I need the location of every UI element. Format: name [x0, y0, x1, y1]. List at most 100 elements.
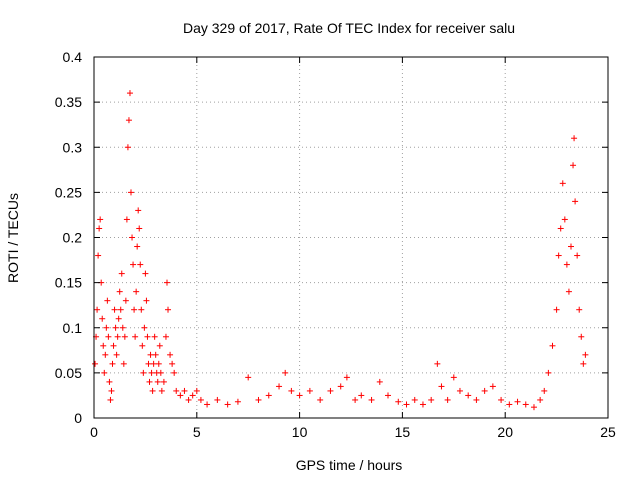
data-point [141, 324, 148, 331]
data-point [514, 398, 521, 405]
data-point [563, 261, 570, 268]
data-point [306, 387, 313, 394]
data-point [171, 369, 178, 376]
data-point [169, 360, 176, 367]
data-point [276, 383, 283, 390]
data-point [419, 401, 426, 408]
y-tick-label: 0.4 [63, 49, 83, 65]
data-point [109, 360, 116, 367]
x-axis-label: GPS time / hours [296, 457, 403, 473]
data-point [92, 360, 99, 367]
data-point [145, 360, 152, 367]
data-point [158, 387, 165, 394]
data-point [133, 288, 140, 295]
data-point [567, 243, 574, 250]
y-tick-label: 0 [74, 410, 82, 426]
data-point [561, 216, 568, 223]
data-point [473, 396, 480, 403]
data-point [352, 396, 359, 403]
data-point [160, 378, 167, 385]
data-point [265, 392, 272, 399]
data-point [317, 396, 324, 403]
x-tick-label: 5 [193, 424, 201, 440]
data-point [571, 135, 578, 142]
data-point [116, 288, 123, 295]
data-point [121, 333, 128, 340]
data-point [107, 396, 114, 403]
data-point [94, 306, 101, 313]
data-point [456, 387, 463, 394]
data-point [549, 342, 556, 349]
data-point [489, 383, 496, 390]
data-point [572, 198, 579, 205]
data-point [138, 306, 145, 313]
data-point [95, 252, 102, 259]
data-point [481, 387, 488, 394]
data-point [162, 333, 169, 340]
data-point [149, 387, 156, 394]
data-point [97, 216, 104, 223]
data-point [147, 351, 154, 358]
y-tick-label: 0.35 [55, 94, 82, 110]
data-point [146, 378, 153, 385]
data-point [337, 383, 344, 390]
data-point [537, 396, 544, 403]
data-point [103, 324, 110, 331]
data-point [214, 396, 221, 403]
data-point [580, 360, 587, 367]
x-tick-label: 0 [90, 424, 98, 440]
data-point [506, 401, 513, 408]
data-point [465, 392, 472, 399]
data-point [553, 306, 560, 313]
x-tick-label: 10 [292, 424, 308, 440]
y-tick-label: 0.1 [63, 320, 83, 336]
data-point [105, 333, 112, 340]
data-point [123, 216, 130, 223]
data-point [144, 333, 151, 340]
data-point [578, 333, 585, 340]
data-point [327, 387, 334, 394]
data-point [541, 387, 548, 394]
data-point [189, 392, 196, 399]
data-point [288, 387, 295, 394]
data-point [498, 396, 505, 403]
y-tick-label: 0.3 [63, 139, 83, 155]
data-point [185, 396, 192, 403]
data-point [438, 383, 445, 390]
data-point [570, 162, 577, 169]
y-axis-ticks: 0 0.05 0.1 0.15 0.2 0.25 0.3 0.35 0.4 [55, 49, 608, 426]
data-point [234, 398, 241, 405]
data-point [131, 306, 138, 313]
data-point [114, 333, 121, 340]
data-point [110, 342, 117, 349]
data-point [137, 261, 144, 268]
data-point [156, 342, 163, 349]
data-point [385, 392, 392, 399]
data-point [204, 401, 211, 408]
data-point [134, 243, 141, 250]
data-point [124, 144, 131, 151]
data-point [101, 369, 108, 376]
data-point [193, 387, 200, 394]
data-point [126, 90, 133, 97]
data-point [224, 401, 231, 408]
data-point [151, 333, 158, 340]
data-point [434, 360, 441, 367]
data-point [545, 369, 552, 376]
data-point [113, 351, 120, 358]
data-point [125, 117, 132, 124]
data-point [368, 396, 375, 403]
y-tick-label: 0.15 [55, 275, 82, 291]
data-point [245, 374, 252, 381]
x-tick-label: 15 [395, 424, 411, 440]
data-point [181, 387, 188, 394]
data-point [582, 351, 589, 358]
data-point [119, 324, 126, 331]
data-point [111, 306, 118, 313]
data-point [154, 378, 161, 385]
data-point [152, 351, 159, 358]
data-point [167, 351, 174, 358]
x-tick-label: 20 [497, 424, 513, 440]
